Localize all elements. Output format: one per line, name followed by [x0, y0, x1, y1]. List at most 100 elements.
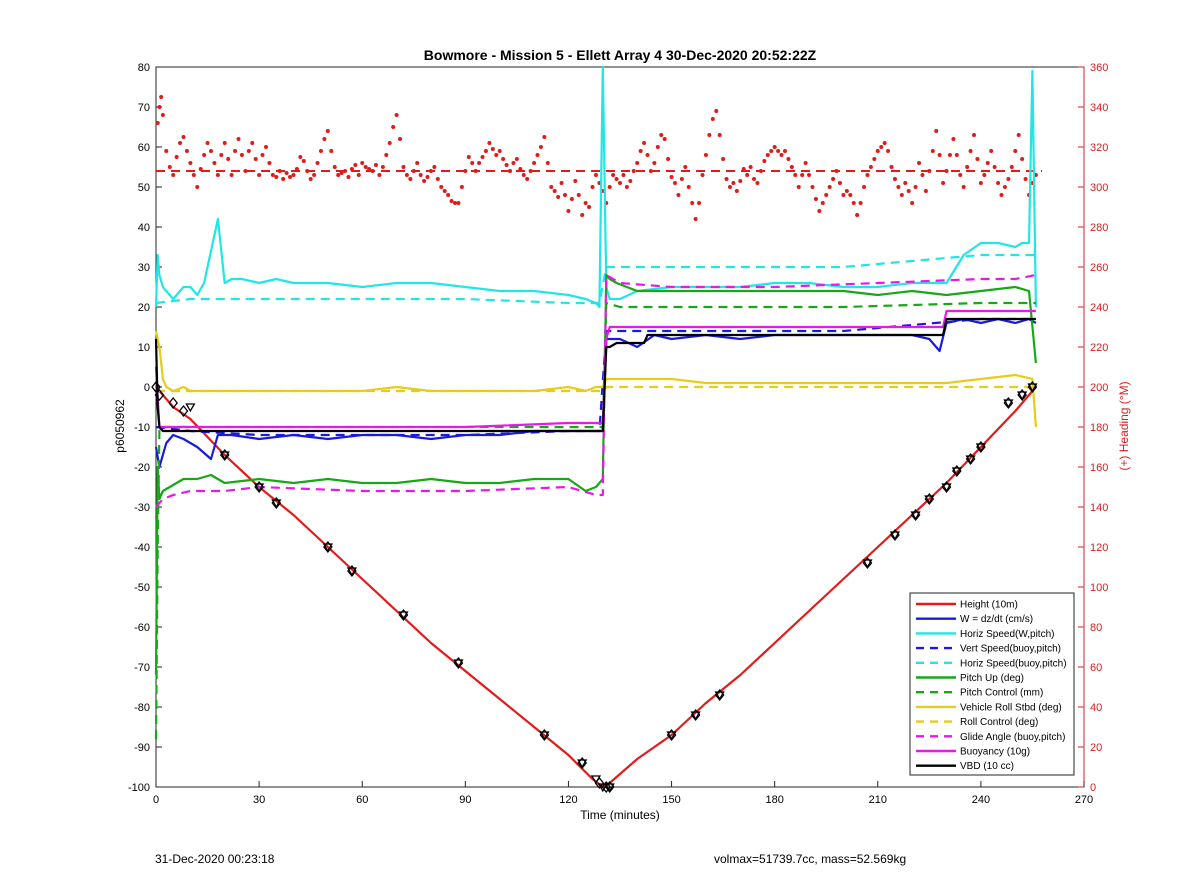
- triangle-marker: [539, 731, 550, 741]
- heading-point: [425, 175, 430, 179]
- heading-point: [583, 201, 588, 205]
- heading-point: [422, 179, 427, 183]
- heading-point: [356, 173, 361, 177]
- heading-point: [1020, 157, 1025, 161]
- heading-point: [734, 189, 739, 193]
- heading-point: [367, 167, 372, 171]
- series-horiz-speed-buoy-pitch: [155, 253, 1036, 305]
- diamond-marker: [168, 396, 179, 410]
- diamond-marker: [941, 480, 952, 494]
- triangle-marker: [941, 483, 952, 493]
- heading-point: [813, 197, 818, 201]
- heading-point: [862, 185, 867, 189]
- diamond-marker: [601, 780, 612, 794]
- heading-point: [961, 185, 966, 189]
- heading-point: [349, 167, 354, 171]
- heading-point: [257, 173, 262, 177]
- y2-tick-label: 220: [1090, 342, 1108, 354]
- heading-point: [442, 189, 447, 193]
- legend-label-horiz-speed-w-pitch: Horiz Speed(W,pitch): [960, 629, 1054, 640]
- x-tick-label: 270: [1075, 794, 1093, 806]
- heading-point: [435, 177, 440, 181]
- y2-tick-label: 20: [1090, 742, 1102, 754]
- y2-tick-label: 360: [1090, 62, 1108, 74]
- heading-point: [532, 161, 537, 165]
- heading-point: [965, 165, 970, 169]
- heading-point: [580, 213, 585, 217]
- legend-box: [909, 592, 1075, 776]
- heading-point: [473, 169, 478, 173]
- triangle-marker: [1027, 383, 1038, 393]
- diamond-marker: [539, 728, 550, 742]
- heading-point: [745, 173, 750, 177]
- heading-point: [659, 133, 664, 137]
- x-tick-label: 60: [356, 794, 368, 806]
- diamond-marker: [271, 496, 282, 510]
- footer-volmax-mass: volmax=51739.7cc, mass=52.569kg: [714, 852, 907, 866]
- diamond-marker: [1017, 388, 1027, 402]
- heading-point: [982, 173, 987, 177]
- diamond-marker: [910, 508, 921, 522]
- heading-point: [648, 169, 653, 173]
- heading-point: [243, 169, 248, 173]
- x-tick-label: 150: [662, 794, 680, 806]
- y-tick-label: 40: [138, 222, 150, 234]
- heading-point: [923, 189, 928, 193]
- diamond-marker: [714, 688, 725, 702]
- heading-point: [171, 173, 176, 177]
- heading-point: [363, 165, 368, 169]
- y-tick-label: 30: [138, 262, 150, 274]
- heading-point: [703, 153, 708, 157]
- heading-point: [934, 129, 939, 133]
- heading-point: [542, 135, 547, 139]
- heading-point: [446, 193, 451, 197]
- triangle-marker: [185, 403, 196, 413]
- heading-point: [748, 165, 753, 169]
- heading-point: [449, 199, 454, 203]
- diamond-marker: [219, 448, 230, 462]
- heading-point: [229, 173, 234, 177]
- heading-point: [676, 193, 681, 197]
- heading-point: [538, 145, 543, 149]
- legend-label-horiz-speed-buoy-pitch: Horiz Speed(buoy,pitch): [960, 658, 1067, 669]
- y-tick-label: -30: [134, 502, 150, 514]
- heading-point: [927, 169, 932, 173]
- y-tick-label: -20: [134, 462, 150, 474]
- heading-point: [339, 171, 344, 175]
- heading-point: [944, 169, 949, 173]
- heading-point: [236, 137, 241, 141]
- heading-point: [432, 165, 437, 169]
- heading-point: [325, 129, 330, 133]
- diamond-marker: [862, 556, 873, 570]
- heading-point: [807, 173, 812, 177]
- heading-point: [174, 155, 179, 159]
- triangle-marker: [604, 783, 615, 793]
- series-pitch-control-mm: [154, 301, 1036, 740]
- heading-point: [281, 177, 286, 181]
- heading-point: [253, 157, 258, 161]
- x-tick-label: 240: [972, 794, 990, 806]
- heading-point: [848, 193, 853, 197]
- heading-point: [487, 141, 492, 145]
- x-tick-label: 0: [153, 794, 159, 806]
- heading-point: [525, 177, 530, 181]
- heading-point: [882, 141, 887, 145]
- heading-point: [219, 153, 224, 157]
- heading-point: [1009, 165, 1014, 169]
- y-tick-label: -80: [134, 702, 150, 714]
- diamond-marker: [347, 564, 357, 578]
- series-vehicle-roll-stbd-deg: [154, 330, 1037, 428]
- heading-point: [291, 173, 296, 177]
- heading-point: [817, 209, 822, 213]
- diamond-marker: [890, 528, 900, 542]
- heading-point: [222, 141, 227, 145]
- y2-tick-label: 80: [1090, 622, 1102, 634]
- heading-point: [511, 161, 516, 165]
- heading-point: [184, 149, 189, 153]
- y-axis-label: p6050962: [113, 399, 127, 453]
- heading-point: [318, 149, 323, 153]
- heading-point: [504, 163, 509, 167]
- heading-point: [686, 185, 691, 189]
- diamond-marker: [666, 728, 677, 742]
- diamond-marker: [453, 656, 464, 670]
